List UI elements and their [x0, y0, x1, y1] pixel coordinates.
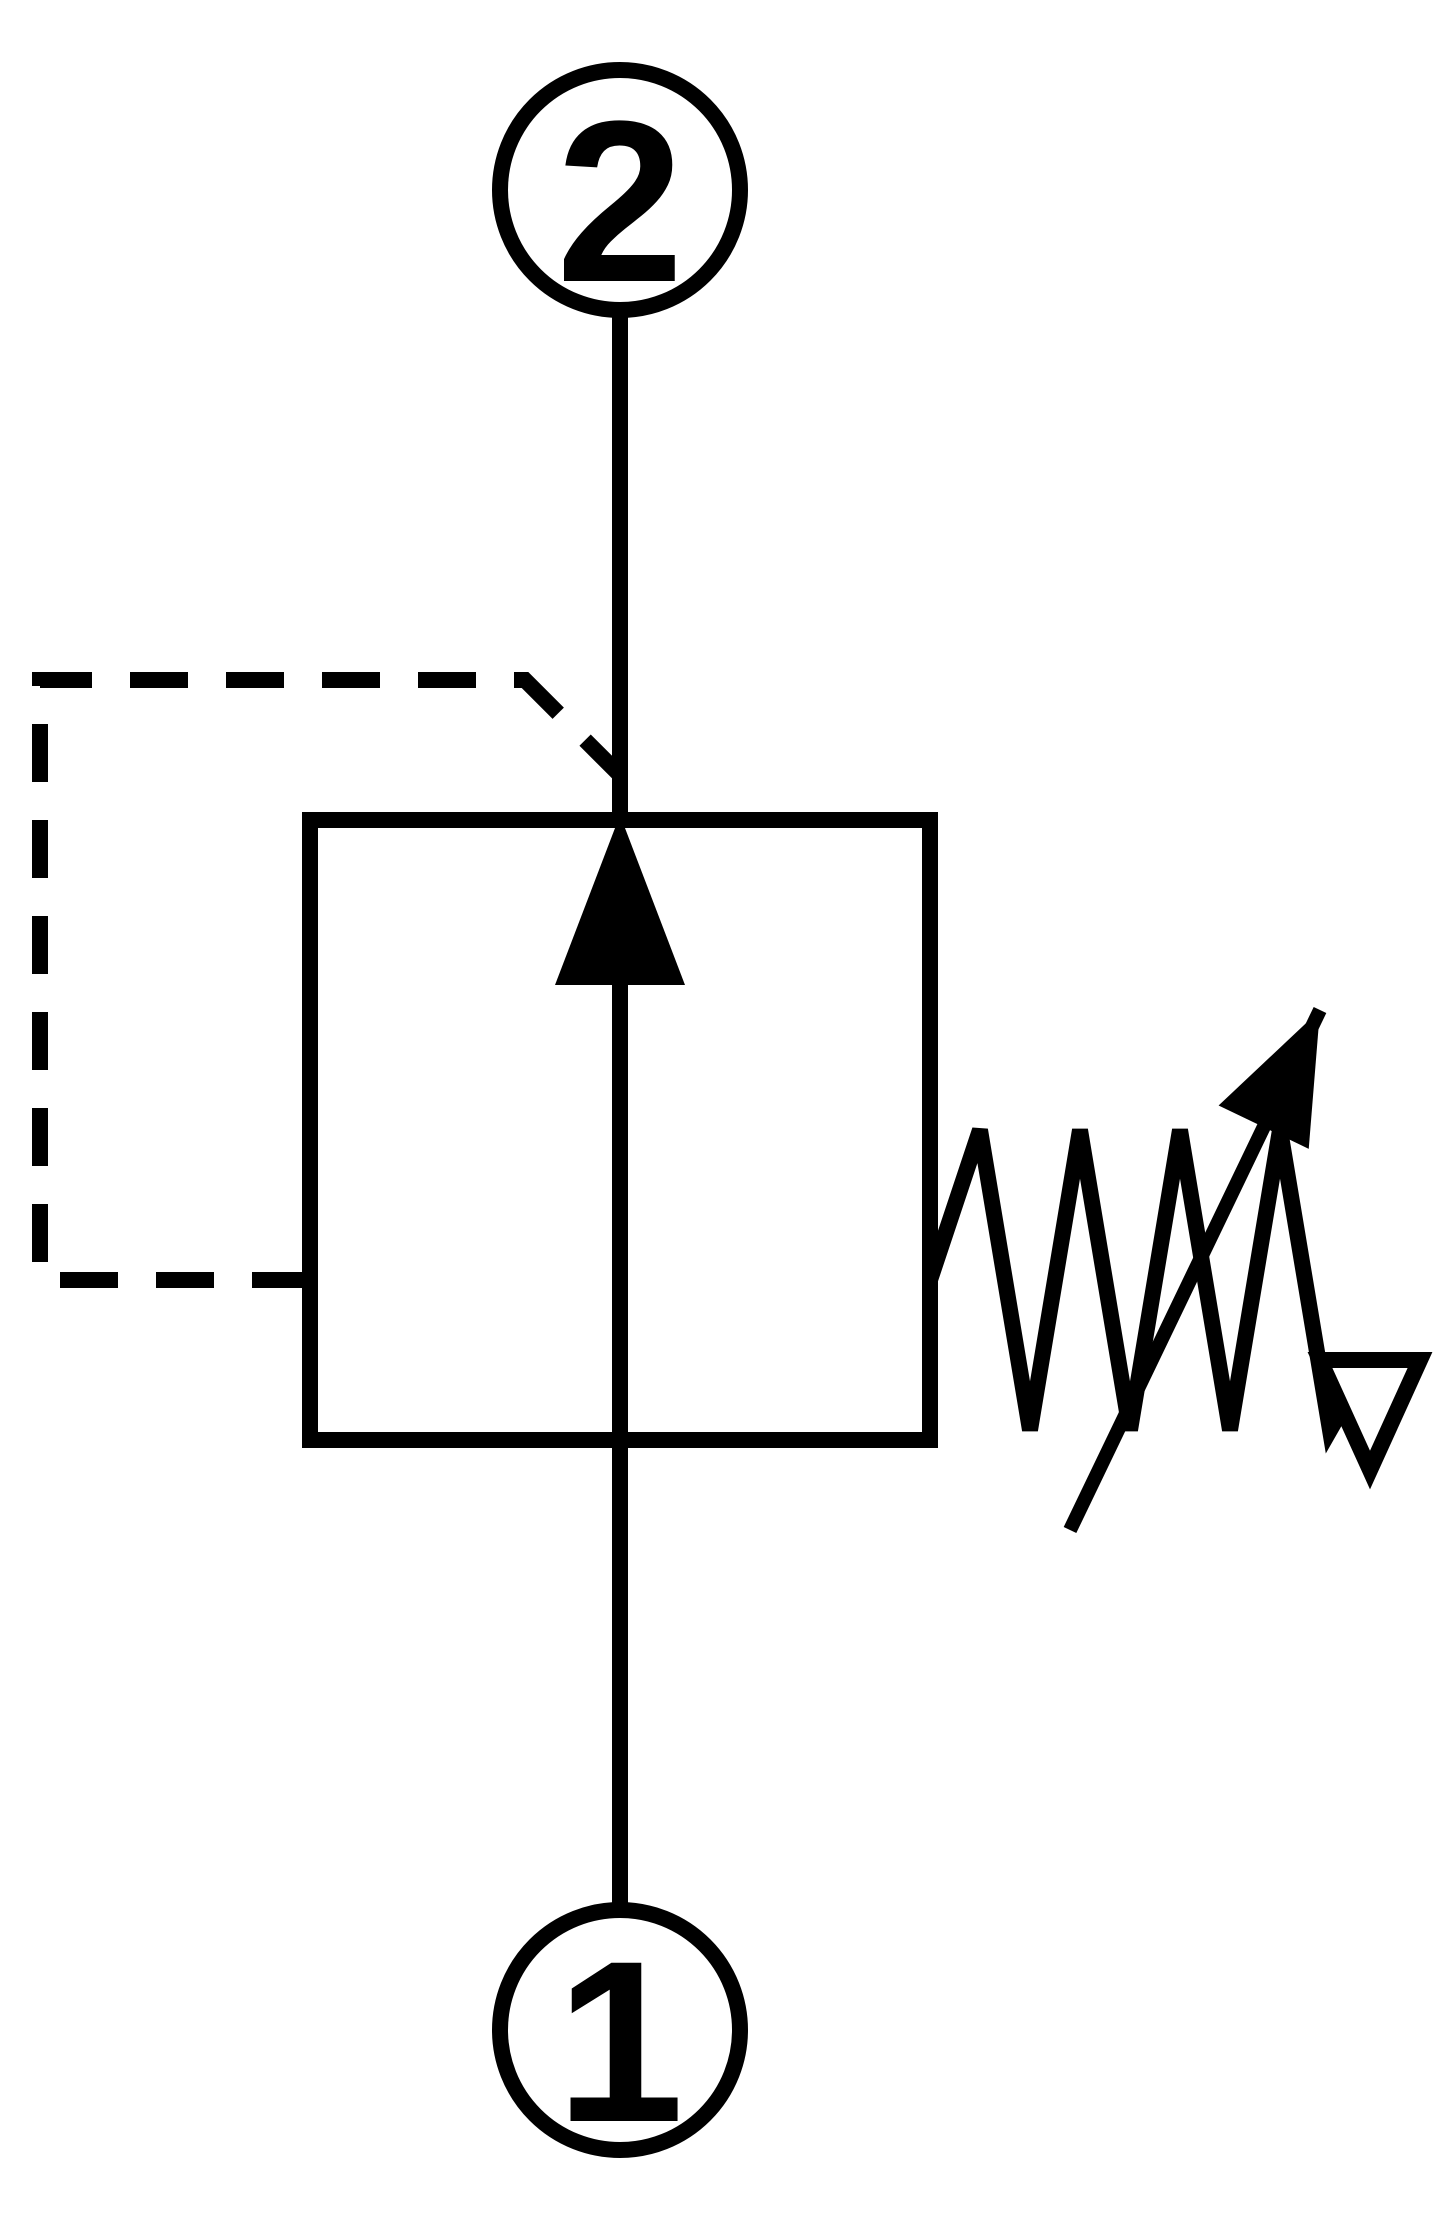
port-top-label: 2 — [556, 73, 684, 330]
hydraulic-valve-diagram: 21 — [0, 0, 1456, 2221]
port-bottom-label: 1 — [556, 1913, 684, 2170]
